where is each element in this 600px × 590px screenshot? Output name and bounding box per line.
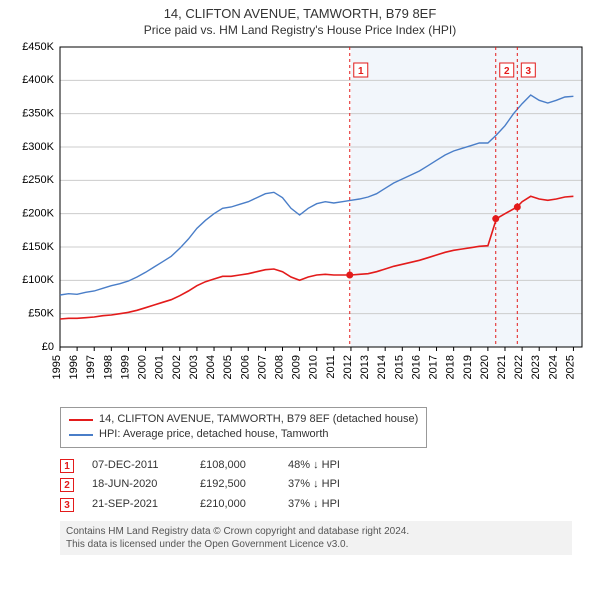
svg-text:2024: 2024 [547, 355, 559, 379]
footer-line-2: This data is licensed under the Open Gov… [66, 538, 566, 551]
sale-date: 07-DEC-2011 [92, 456, 182, 476]
svg-text:£300K: £300K [22, 141, 54, 153]
legend-swatch [69, 419, 93, 421]
svg-text:£400K: £400K [22, 74, 54, 86]
svg-text:2008: 2008 [273, 355, 285, 379]
svg-text:£450K: £450K [22, 41, 54, 53]
sale-diff: 48% ↓ HPI [288, 456, 340, 476]
sale-price: £210,000 [200, 495, 270, 515]
svg-text:2012: 2012 [342, 355, 354, 379]
svg-text:2013: 2013 [359, 355, 371, 379]
svg-text:£250K: £250K [22, 174, 54, 186]
svg-text:£200K: £200K [22, 207, 54, 219]
sale-price: £192,500 [200, 475, 270, 495]
svg-text:£150K: £150K [22, 241, 54, 253]
svg-text:2001: 2001 [154, 355, 166, 379]
svg-text:2009: 2009 [291, 355, 303, 379]
svg-text:2005: 2005 [222, 355, 234, 379]
sale-date: 21-SEP-2021 [92, 495, 182, 515]
chart-subtitle: Price paid vs. HM Land Registry's House … [10, 23, 590, 37]
svg-text:2020: 2020 [479, 355, 491, 379]
legend-swatch [69, 434, 93, 436]
svg-text:2000: 2000 [137, 355, 149, 379]
legend-label: 14, CLIFTON AVENUE, TAMWORTH, B79 8EF (d… [99, 412, 418, 427]
svg-text:2022: 2022 [513, 355, 525, 379]
svg-text:3: 3 [526, 66, 532, 77]
svg-text:1999: 1999 [119, 355, 131, 379]
svg-text:2003: 2003 [188, 355, 200, 379]
svg-text:2018: 2018 [445, 355, 457, 379]
sale-row: 1 07-DEC-2011 £108,000 48% ↓ HPI [60, 456, 590, 476]
legend: 14, CLIFTON AVENUE, TAMWORTH, B79 8EF (d… [60, 407, 427, 448]
svg-text:1: 1 [358, 66, 364, 77]
svg-text:£100K: £100K [22, 274, 54, 286]
sale-row: 2 18-JUN-2020 £192,500 37% ↓ HPI [60, 475, 590, 495]
chart-plot: £0 £50K £100K £150K £200K £250K £300K £350K £400… [10, 41, 590, 401]
legend-label: HPI: Average price, detached house, Tamw… [99, 427, 329, 442]
svg-text:2023: 2023 [530, 355, 542, 379]
svg-text:2004: 2004 [205, 355, 217, 379]
sale-badge: 1 [60, 459, 74, 473]
chart-svg: £0 £50K £100K £150K £200K £250K £300K £350K £400… [10, 41, 590, 401]
svg-text:2011: 2011 [325, 355, 337, 379]
svg-text:2021: 2021 [496, 355, 508, 379]
sale-price: £108,000 [200, 456, 270, 476]
svg-text:1997: 1997 [85, 355, 97, 379]
svg-text:2016: 2016 [410, 355, 422, 379]
svg-text:£350K: £350K [22, 107, 54, 119]
sale-badge: 3 [60, 498, 74, 512]
svg-text:£0: £0 [42, 341, 54, 353]
legend-row: HPI: Average price, detached house, Tamw… [69, 427, 418, 442]
sale-badge: 2 [60, 478, 74, 492]
svg-text:1996: 1996 [68, 355, 80, 379]
svg-text:2: 2 [504, 66, 510, 77]
sales-table: 1 07-DEC-2011 £108,000 48% ↓ HPI 2 18-JUN-202… [60, 456, 590, 515]
chart-title: 14, CLIFTON AVENUE, TAMWORTH, B79 8EF [10, 6, 590, 23]
legend-row: 14, CLIFTON AVENUE, TAMWORTH, B79 8EF (d… [69, 412, 418, 427]
svg-text:2017: 2017 [428, 355, 440, 379]
chart-container: 14, CLIFTON AVENUE, TAMWORTH, B79 8EF Pr… [0, 0, 600, 590]
sale-diff: 37% ↓ HPI [288, 495, 340, 515]
svg-text:2019: 2019 [462, 355, 474, 379]
svg-text:2014: 2014 [376, 355, 388, 379]
svg-text:2007: 2007 [256, 355, 268, 379]
svg-text:2010: 2010 [308, 355, 320, 379]
svg-text:2025: 2025 [564, 355, 576, 379]
sale-row: 3 21-SEP-2021 £210,000 37% ↓ HPI [60, 495, 590, 515]
svg-text:2006: 2006 [239, 355, 251, 379]
sale-date: 18-JUN-2020 [92, 475, 182, 495]
svg-text:1998: 1998 [102, 355, 114, 379]
svg-text:£50K: £50K [28, 307, 54, 319]
footer-line-1: Contains HM Land Registry data © Crown c… [66, 525, 566, 538]
svg-text:2002: 2002 [171, 355, 183, 379]
svg-text:2015: 2015 [393, 355, 405, 379]
footer-attribution: Contains HM Land Registry data © Crown c… [60, 521, 572, 555]
sale-diff: 37% ↓ HPI [288, 475, 340, 495]
svg-text:1995: 1995 [51, 355, 63, 379]
